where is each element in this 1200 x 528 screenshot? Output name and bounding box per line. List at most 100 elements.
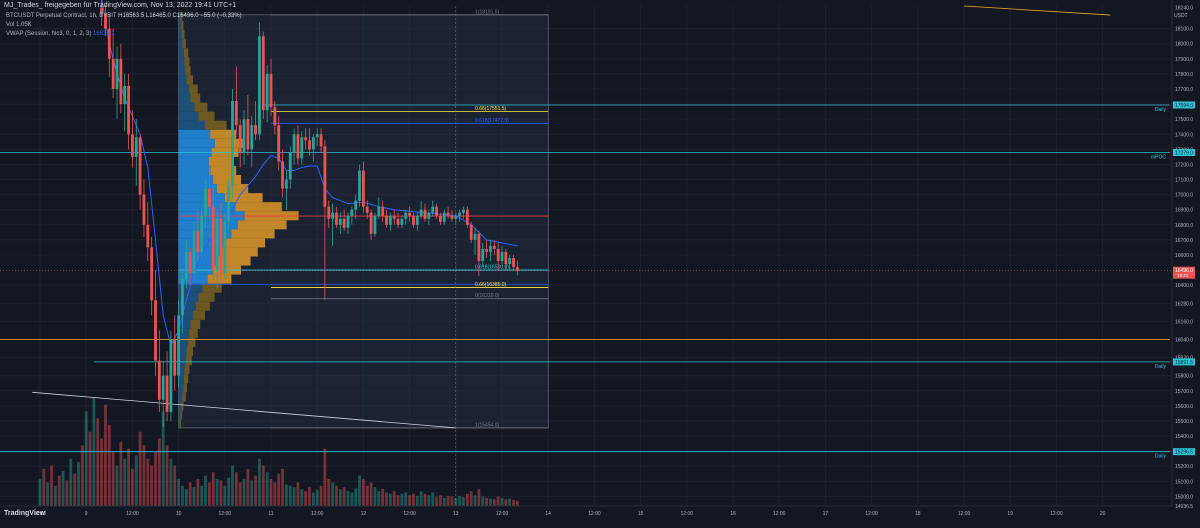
volume-bar: [57, 475, 61, 506]
volume-bar: [127, 448, 130, 506]
candle-body: [516, 267, 519, 271]
vwap-legend-value: 16636.1: [93, 31, 115, 37]
candle-body: [157, 360, 161, 400]
candle-body: [512, 257, 515, 268]
profile-bar-up: [178, 410, 181, 420]
volume-bar: [161, 411, 165, 506]
candle-body: [489, 245, 492, 252]
fib-label: 1(18191.5): [475, 9, 500, 15]
volume-bar: [362, 479, 365, 506]
volume-bar: [80, 445, 84, 506]
candle-body: [277, 125, 281, 162]
volume-bar: [419, 491, 423, 506]
time-tick-label: 18: [915, 511, 921, 517]
candle-body: [500, 251, 504, 262]
volume-bar: [319, 485, 323, 506]
profile-bar-down: [195, 301, 210, 311]
candle-body: [296, 134, 300, 159]
chart-title: MJ_Trades_ freigegeben für TradingView.c…: [4, 2, 237, 9]
time-tick-label: 14: [545, 511, 551, 517]
price-axis[interactable]: USDT 18100.0 18000.0 17900.0 17800.0 17700.0 1…: [1171, 0, 1200, 523]
volume-bar: [358, 475, 361, 506]
profile-bar-down: [182, 39, 186, 49]
volume-bar: [408, 495, 411, 506]
volume-bar: [50, 465, 53, 506]
candle-body: [288, 152, 292, 180]
profile-bar-up: [178, 12, 181, 22]
level-badge: [1173, 149, 1195, 157]
profile-bar-down: [208, 156, 234, 166]
candle-body: [219, 218, 223, 274]
candle-body: [100, 7, 103, 14]
last-price-text: 16496.0: [1175, 268, 1193, 274]
price-tick-label: 15800.0: [1175, 374, 1193, 380]
time-tick-label: 12:00: [34, 511, 47, 517]
volume-bar: [346, 491, 350, 506]
symbol-name[interactable]: BTCUSDT Perpetual Contract, 1h, BYBIT: [6, 13, 117, 19]
candle-body: [265, 73, 269, 111]
candle-body: [358, 170, 361, 201]
profile-bar-down: [231, 229, 275, 239]
profile-bar-up: [178, 175, 213, 185]
candle-body: [308, 140, 311, 150]
volume-bar: [38, 479, 42, 506]
profile-bar-down: [194, 102, 208, 112]
price-tick-label: 17900.0: [1175, 57, 1193, 63]
volume-legend[interactable]: Vol 1.05K: [6, 22, 32, 28]
profile-bar-down: [198, 292, 215, 302]
time-axis[interactable]: 12:00 9 12:00 10 12:00 11 12:00 12 12:00 13 12:00 1…: [0, 505, 1172, 517]
trendline: [32, 391, 456, 429]
profile-bar-down: [190, 93, 201, 103]
volume-bar: [96, 418, 100, 506]
volume-bar: [261, 465, 265, 506]
volume-bar: [254, 475, 257, 506]
price-tick-label: 16400.0: [1175, 283, 1193, 289]
candle-body: [350, 209, 354, 216]
time-tick-label: 15: [638, 511, 644, 517]
candle-body: [119, 58, 123, 105]
volume-bar: [154, 452, 157, 506]
candle-body: [338, 218, 342, 225]
candle-body: [319, 134, 323, 147]
price-tick-label: 16800.0: [1175, 223, 1193, 229]
profile-bar-down: [210, 129, 237, 139]
candle-body: [492, 245, 496, 249]
volume-bar: [123, 458, 127, 506]
candle-body: [427, 212, 431, 219]
vwap-legend[interactable]: VWAP (Session, hlc3, 0, 1, 2, 3) 16636.1: [6, 31, 115, 37]
volume-bar: [215, 479, 219, 506]
volume-bar: [200, 485, 204, 506]
candle-body: [458, 212, 462, 216]
profile-bar-up: [178, 165, 211, 176]
profile-bar-down: [193, 310, 205, 320]
price-tick-label: 16040.0: [1175, 337, 1193, 343]
level-badge-text: 15891.5: [1175, 360, 1193, 366]
volume-bar: [134, 455, 138, 506]
profile-bar-up: [178, 419, 180, 429]
profile-bar-up: [178, 292, 199, 302]
volume-bar: [442, 497, 446, 506]
candle-body: [211, 206, 215, 271]
tradingview-logo[interactable]: TradingView: [4, 510, 45, 517]
volume-bar: [439, 495, 442, 506]
volume-bar: [300, 489, 304, 506]
candle-body: [346, 215, 350, 228]
profile-bar-up: [178, 111, 199, 121]
candle-body: [204, 188, 207, 216]
profile-bar-up: [178, 57, 185, 67]
profile-bar-down: [214, 138, 245, 148]
time-tick-label: 11: [268, 511, 273, 517]
volume-bar: [250, 480, 254, 506]
profile-bar-down: [212, 175, 241, 185]
candle-body: [362, 170, 365, 207]
profile-bar-down: [183, 374, 189, 384]
volume-bar: [377, 491, 381, 506]
profile-bar-down: [181, 401, 184, 411]
profile-bar-up: [178, 66, 186, 76]
candle-body: [388, 215, 392, 225]
volume-bar: [277, 473, 281, 506]
profile-bar-up: [178, 356, 186, 366]
candle-body: [423, 209, 427, 219]
